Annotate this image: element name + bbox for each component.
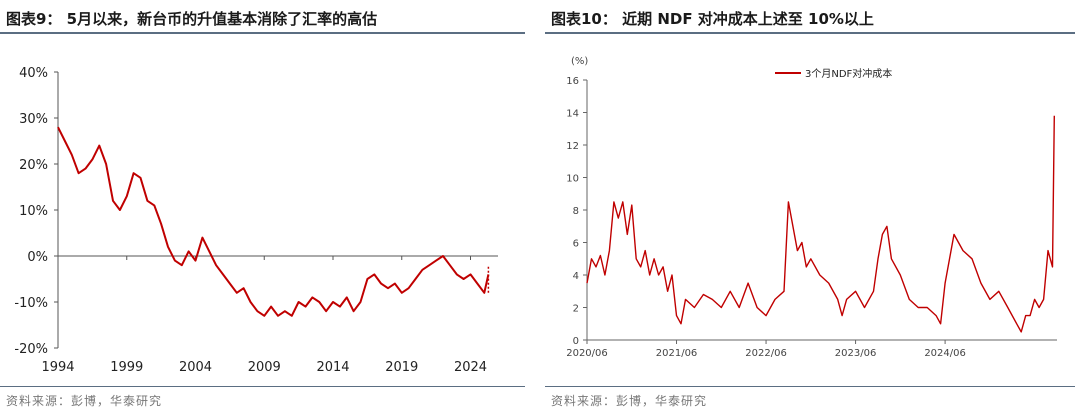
- right-chart-panel: 图表10： 近期 NDF 对冲成本上述至 10%以上 (%) 16 14 12 10 8 6…: [545, 0, 1075, 413]
- right-x-tick-label: 2020/06: [566, 348, 608, 359]
- left-x-tick-label: 2009: [248, 360, 281, 375]
- left-y-tick-label: 20%: [19, 158, 48, 173]
- left-title-rule: [0, 32, 525, 34]
- right-y-tick-label: 16: [566, 76, 579, 87]
- right-x-tick-label: 2021/06: [656, 348, 698, 359]
- left-chart-title: 图表9： 5月以来，新台币的升值基本消除了汇率的高估: [6, 10, 378, 28]
- right-series-line: [586, 115, 1055, 333]
- right-x-tick-label: 2022/06: [745, 348, 787, 359]
- right-chart-title: 图表10： 近期 NDF 对冲成本上述至 10%以上: [551, 10, 874, 28]
- right-legend-label: 3个月NDF对冲成本: [805, 67, 892, 80]
- right-x-tick-label: 2023/06: [835, 348, 877, 359]
- left-y-tick-label: -20%: [14, 342, 48, 357]
- right-source-note: 资料来源：彭博，华泰研究: [551, 394, 708, 408]
- left-y-tick-label: 40%: [19, 66, 48, 81]
- right-source-rule: [545, 386, 1075, 387]
- left-chart-svg: 40% 30% 20% 10% 0% -10% -20% 1994 1999 2004 2009 20…: [14, 66, 498, 375]
- left-y-tick-label: 0%: [27, 250, 48, 265]
- left-x-tick-label: 2014: [316, 360, 349, 375]
- left-y-tick-label: 30%: [19, 112, 48, 127]
- left-series-line: [57, 126, 490, 317]
- right-y-tick-label: 0: [573, 336, 579, 347]
- left-x-tick-label: 1994: [41, 360, 74, 375]
- right-y-tick-label: 14: [566, 109, 579, 120]
- left-y-tick-label: 10%: [19, 204, 48, 219]
- left-source-note: 资料来源：彭博，华泰研究: [6, 394, 163, 408]
- right-y-unit-label: (%): [571, 56, 588, 67]
- right-y-tick-label: 6: [573, 239, 579, 250]
- left-chart-panel: 图表9： 5月以来，新台币的升值基本消除了汇率的高估 40% 30% 20% 10% 0…: [0, 0, 525, 413]
- right-y-tick-label: 2: [573, 304, 579, 315]
- left-x-tick-label: 2004: [179, 360, 212, 375]
- left-x-tick-label: 1999: [110, 360, 143, 375]
- right-y-tick-label: 4: [573, 271, 579, 282]
- right-title-rule: [545, 32, 1075, 34]
- right-y-tick-label: 12: [566, 141, 579, 152]
- left-x-tick-label: 2019: [385, 360, 418, 375]
- left-x-tick-label: 2024: [454, 360, 487, 375]
- right-x-tick-label: 2024/06: [924, 348, 966, 359]
- left-source-rule: [0, 386, 525, 387]
- left-y-tick-label: -10%: [14, 296, 48, 311]
- right-y-tick-label: 8: [573, 206, 579, 217]
- right-y-tick-label: 10: [566, 174, 579, 185]
